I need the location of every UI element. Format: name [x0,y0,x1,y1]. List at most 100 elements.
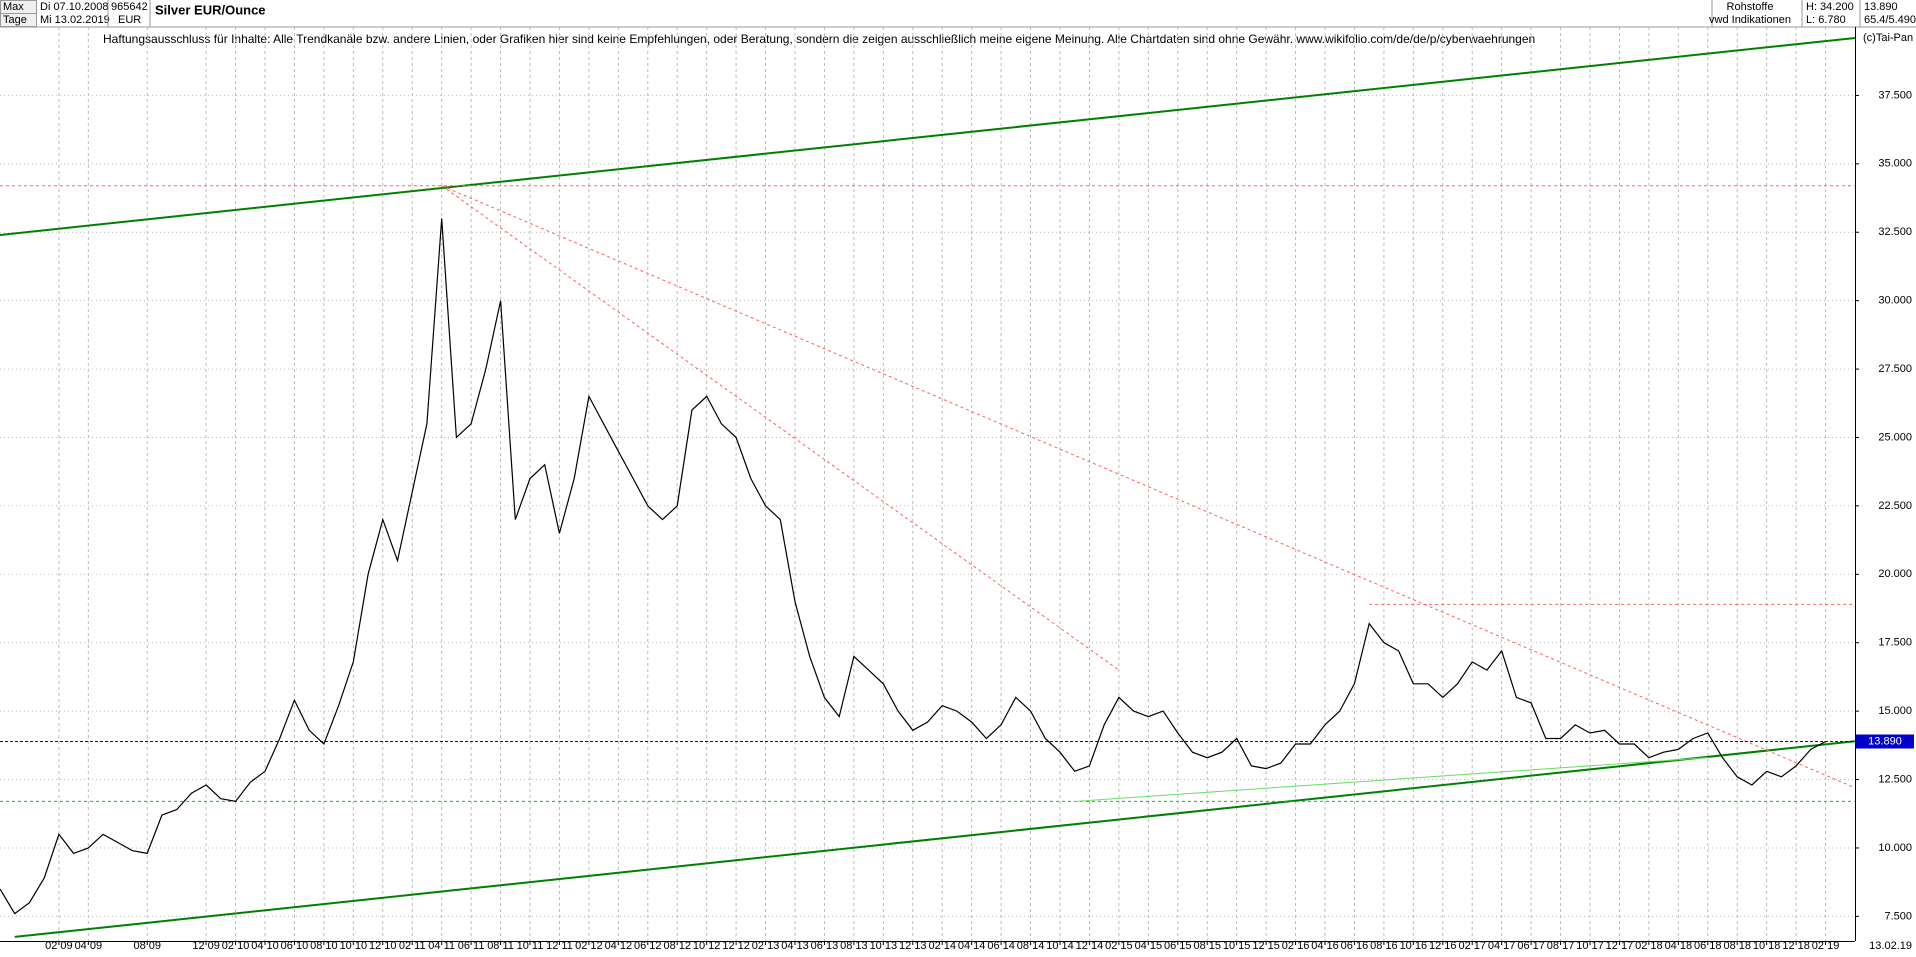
x-tick-label: 02 13 [752,940,780,952]
low: L: 6.780 [1806,14,1846,26]
trendline [441,185,1856,789]
x-tick-label: 08 17 [1547,940,1575,952]
y-tick-label: 37.500 [1878,89,1912,101]
x-tick-label: 08 18 [1723,940,1751,952]
y-tick-label: 20.000 [1878,568,1912,580]
x-tick-label: 12 16 [1429,940,1457,952]
disclaimer: Haftungsausschluss für Inhalte: Alle Tre… [103,32,1535,46]
wkn: 965642 [111,1,148,13]
x-tick-label: 08 14 [1017,940,1045,952]
trendline [0,36,1856,236]
x-tick-label: 10 10 [340,940,368,952]
series [0,218,1826,915]
x-tick-label: 04 18 [1665,940,1693,952]
instrument: Silver EUR/Ounce [155,2,266,17]
axes: 7.500 10.000 12.500 15.000 17.500 20.000 22.50… [0,27,1914,952]
start-date: Di 07.10.2008 [40,1,109,13]
x-tick-label: 10 17 [1576,940,1604,952]
x-tick-label: 06 10 [281,940,309,952]
x-tick-label: 04 17 [1488,940,1516,952]
x-tick-label: 02 14 [928,940,956,952]
x-tick-label: 02 19 [1812,940,1840,952]
x-tick-label: 02 12 [575,940,603,952]
x-tick-label: 08 09 [133,940,161,952]
range: Max [3,1,24,13]
y-tick-label: 12.500 [1878,773,1912,785]
header: Max Tage Di 07.10.2008 Mi 13.02.2019 965… [0,0,1916,28]
trendlines [0,36,1856,938]
x-tick-label: 02 18 [1635,940,1663,952]
x-tick-label: 10 16 [1400,940,1428,952]
x-tick-label: 04 09 [75,940,103,952]
x-tick-label: 08 12 [663,940,691,952]
interval: Tage [3,14,27,26]
y-tick-label: 15.000 [1878,705,1912,717]
x-tick-label: 12 12 [722,940,750,952]
x-tick-label: 06 15 [1164,940,1192,952]
x-tick-label: 04 14 [958,940,986,952]
copyright: (c)Tai-Pan [1863,32,1913,44]
y-tick-label: 7.500 [1884,910,1912,922]
y-tick-label: 17.500 [1878,637,1912,649]
x-tick-label: 06 12 [634,940,662,952]
x-tick-label: 02 16 [1282,940,1310,952]
x-tick-label: 06 16 [1341,940,1369,952]
x-tick-label: 10 11 [517,940,544,952]
x-tick-label: 10 18 [1753,940,1781,952]
x-tick-label: 06 11 [458,940,485,952]
x-tick-label: 02 17 [1458,940,1486,952]
x-tick-label: 06 14 [987,940,1015,952]
x-tick-label: 06 17 [1517,940,1545,952]
last-price-label: 13.890 [1868,735,1902,747]
source: vwd Indikationen [1709,14,1791,26]
x-tick-label: 06 18 [1694,940,1722,952]
y-tick-label: 10.000 [1878,842,1912,854]
x-tick-label: 02 10 [222,940,250,952]
high: H: 34.200 [1806,1,1854,13]
x-tick-label: 08 16 [1370,940,1398,952]
x-tick-label: 12 14 [1076,940,1104,952]
x-tick-label: 04 15 [1135,940,1163,952]
price-line [0,218,1826,915]
x-tick-label: 04 16 [1311,940,1339,952]
x-tick-label: 04 13 [781,940,809,952]
grid [0,27,1855,941]
x-tick-label: 02 15 [1105,940,1133,952]
last: 13.890 [1864,1,1898,13]
trendline [441,185,1120,671]
end-date: Mi 13.02.2019 [40,14,110,26]
y-tick-label: 22.500 [1878,500,1912,512]
x-tick-label: 12 11 [546,940,573,952]
x-tick-label: 04 10 [251,940,279,952]
x-tick-label: 10 12 [693,940,721,952]
x-tick-label: 12 13 [899,940,927,952]
x-tick-label: 12 10 [369,940,397,952]
trendline [1074,757,1708,802]
group: Rohstoffe [1727,1,1774,13]
x-axis-end: 13.02.19 [1869,940,1912,952]
x-tick-label: 10 14 [1046,940,1074,952]
trendline [14,740,1856,938]
x-tick-label: 12 15 [1252,940,1280,952]
x-tick-label: 12 17 [1606,940,1634,952]
x-tick-label: 10 13 [870,940,898,952]
x-tick-label: 08 11 [487,940,514,952]
currency: EUR [118,14,141,26]
y-tick-label: 25.000 [1878,431,1912,443]
x-tick-label: 08 13 [840,940,868,952]
extra: 65.4/5.490 [1864,14,1916,26]
y-tick-label: 32.500 [1878,226,1912,238]
y-tick-label: 30.000 [1878,295,1912,307]
x-tick-label: 10 15 [1223,940,1251,952]
x-tick-label: 02 11 [399,940,426,952]
y-tick-label: 27.500 [1878,363,1912,375]
y-tick-label: 35.000 [1878,158,1912,170]
x-tick-label: 02 09 [45,940,73,952]
x-tick-label: 06 13 [811,940,839,952]
x-tick-label: 12 18 [1782,940,1810,952]
x-tick-label: 12 09 [192,940,220,952]
x-tick-label: 08 10 [310,940,338,952]
